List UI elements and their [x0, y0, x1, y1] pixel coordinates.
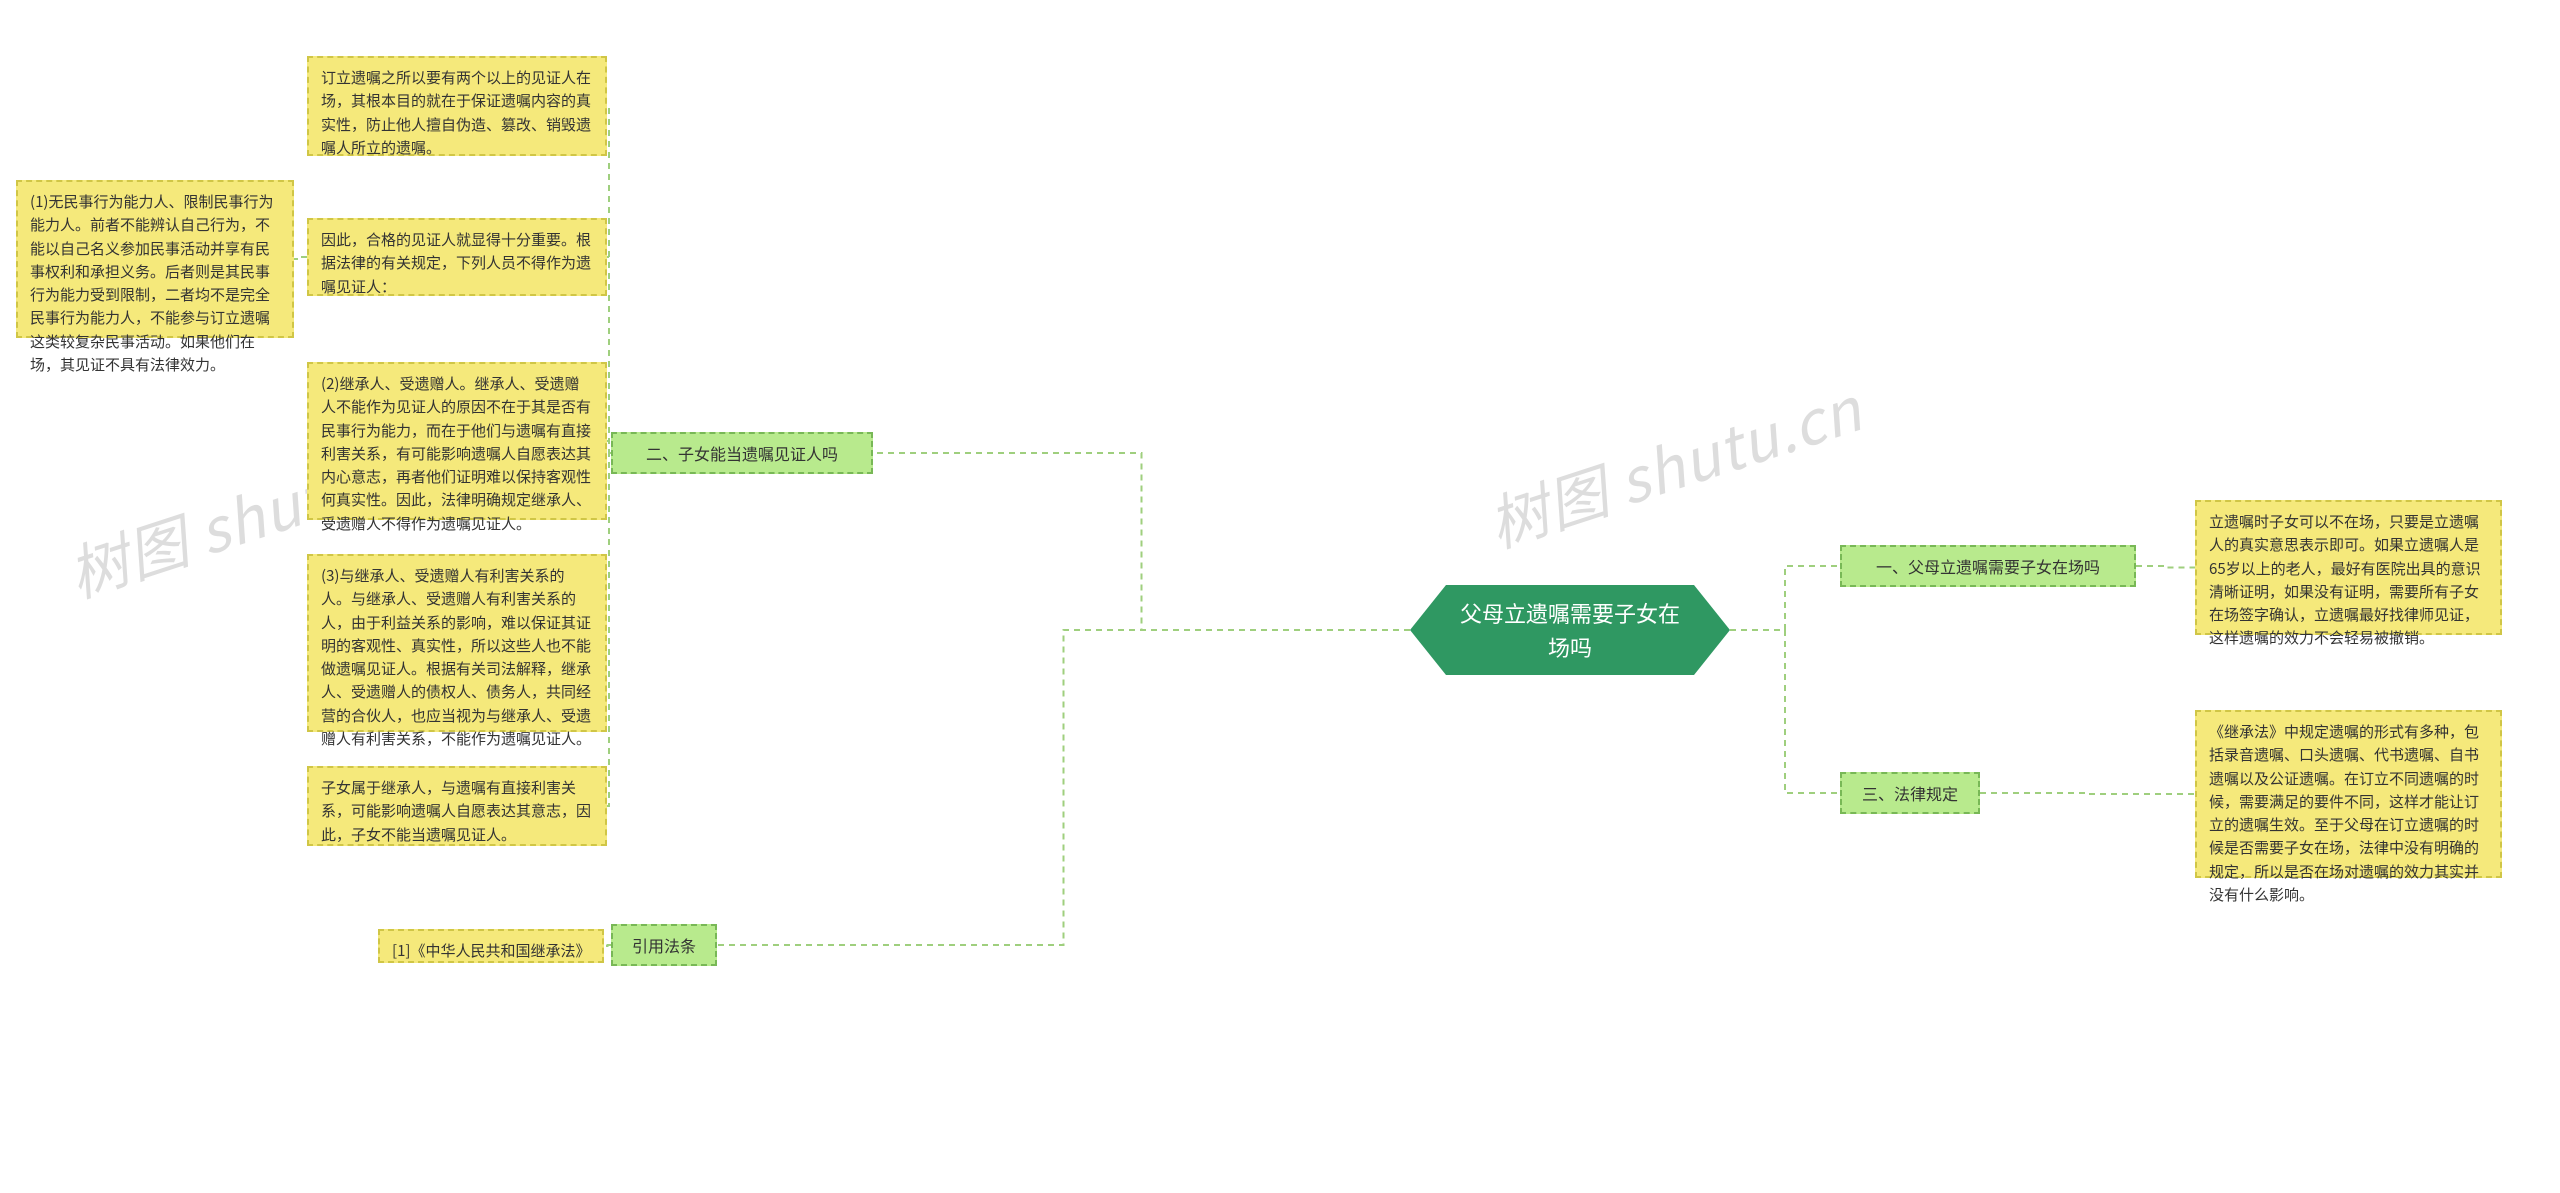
- leaf-b1l1: 立遗嘱时子女可以不在场，只要是立遗嘱人的真实意思表示即可。如果立遗嘱人是65岁以…: [2195, 500, 2502, 635]
- leaf-b2l1: 订立遗嘱之所以要有两个以上的见证人在场，其根本目的就在于保证遗嘱内容的真实性，防…: [307, 56, 607, 156]
- leaf-b2l4: (3)与继承人、受遗赠人有利害关系的人。与继承人、受遗赠人有利害关系的人，由于利…: [307, 554, 607, 732]
- leaf-b2l5: 子女属于继承人，与遗嘱有直接利害关系，可能影响遗嘱人自愿表达其意志，因此，子女不…: [307, 766, 607, 846]
- branch-b4: 引用法条: [611, 924, 717, 966]
- branch-b2: 二、子女能当遗嘱见证人吗: [611, 432, 873, 474]
- leaf-b4l1: [1]《中华人民共和国继承法》: [378, 929, 604, 963]
- branch-b1: 一、父母立遗嘱需要子女在场吗: [1840, 545, 2136, 587]
- watermark-2: 树图 shutu.cn: [1476, 362, 1871, 564]
- root-label: 父母立遗嘱需要子女在场吗: [1446, 585, 1694, 675]
- root-node: 父母立遗嘱需要子女在场吗: [1410, 585, 1730, 675]
- leaf-b3l1: 《继承法》中规定遗嘱的形式有多种，包括录音遗嘱、口头遗嘱、代书遗嘱、自书遗嘱以及…: [2195, 710, 2502, 878]
- branch-b3: 三、法律规定: [1840, 772, 1980, 814]
- leaf-b2l3: (2)继承人、受遗赠人。继承人、受遗赠人不能作为见证人的原因不在于其是否有民事行…: [307, 362, 607, 520]
- leaf-b2l2: 因此，合格的见证人就显得十分重要。根据法律的有关规定，下列人员不得作为遗嘱见证人…: [307, 218, 607, 296]
- leaf-b2l2c1: (1)无民事行为能力人、限制民事行为能力人。前者不能辨认自己行为，不能以自己名义…: [16, 180, 294, 338]
